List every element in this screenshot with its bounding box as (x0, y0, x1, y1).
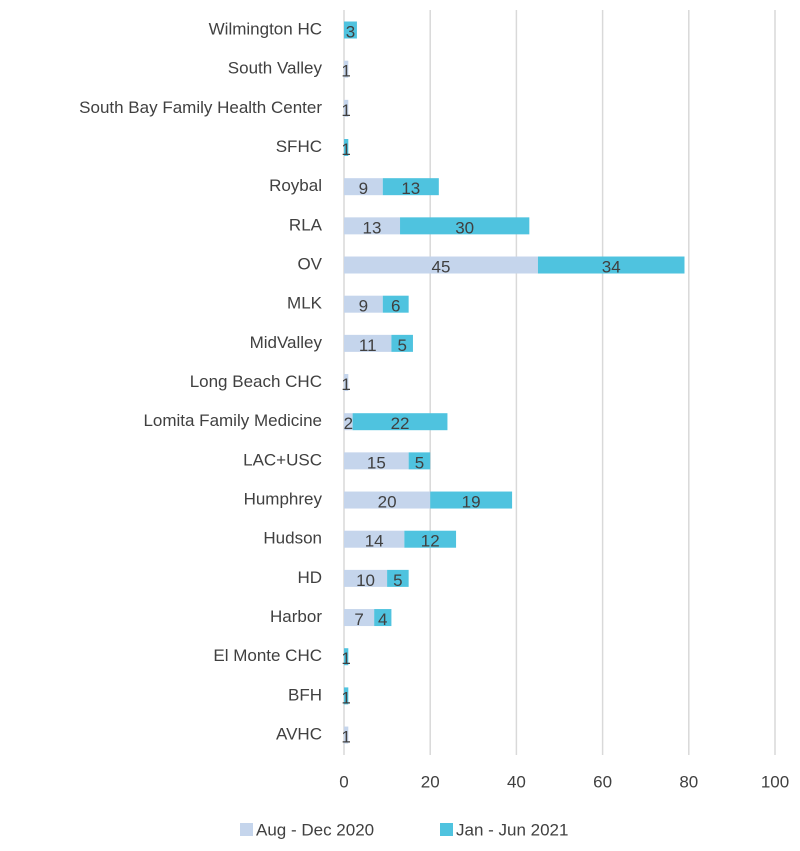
bar (537, 256, 685, 274)
bar (344, 178, 383, 196)
data-label: 10 (356, 571, 375, 590)
y-tick-label: Harbor (270, 607, 322, 626)
y-tick-label: Roybal (269, 176, 322, 195)
data-label: 5 (415, 453, 424, 472)
y-tick-label: OV (297, 255, 322, 274)
bar (344, 99, 349, 117)
bar (352, 413, 448, 431)
data-label: 1 (341, 688, 350, 707)
data-label: 1 (341, 101, 350, 120)
y-tick-label: South Valley (228, 59, 323, 78)
data-label: 9 (359, 297, 368, 316)
data-label: 15 (367, 453, 386, 472)
y-tick-label: Long Beach CHC (190, 372, 322, 391)
bar (430, 491, 513, 509)
bar (408, 452, 431, 470)
bar (344, 609, 375, 627)
data-label: 1 (341, 728, 350, 747)
bar (404, 530, 457, 548)
data-label: 11 (359, 336, 377, 355)
data-label: 9 (359, 179, 368, 198)
bar (400, 217, 530, 235)
data-label: 13 (401, 179, 420, 198)
y-tick-label: Humphrey (244, 490, 323, 509)
x-tick-label: 100 (761, 772, 789, 791)
y-tick-label: Lomita Family Medicine (143, 411, 322, 430)
y-tick-label: BFH (288, 685, 322, 704)
data-label: 22 (391, 414, 410, 433)
bar (382, 295, 409, 313)
bar (344, 648, 349, 666)
y-tick-label: LAC+USC (243, 450, 322, 469)
bar (344, 60, 349, 78)
bar (344, 569, 388, 587)
bar (374, 609, 392, 627)
legend-label: Aug - Dec 2020 (256, 820, 374, 839)
bar (344, 256, 538, 274)
data-label: 6 (391, 297, 400, 316)
x-tick-label: 80 (679, 772, 698, 791)
y-tick-label: RLA (289, 215, 323, 234)
bar (344, 139, 349, 157)
legend-swatch (240, 823, 253, 836)
bar (344, 334, 392, 352)
bar (344, 687, 349, 705)
data-label: 14 (365, 532, 384, 551)
data-label: 5 (393, 571, 402, 590)
data-label: 4 (378, 610, 387, 629)
bar (344, 530, 405, 548)
legend-label: Jan - Jun 2021 (456, 820, 568, 839)
x-tick-label: 0 (339, 772, 348, 791)
data-label: 12 (421, 532, 440, 551)
y-tick-label: MidValley (250, 333, 323, 352)
bar (344, 374, 349, 392)
data-label: 1 (341, 649, 350, 668)
x-tick-label: 20 (421, 772, 440, 791)
bar (391, 334, 413, 352)
bar (387, 569, 409, 587)
y-tick-label: AVHC (276, 725, 322, 744)
bar (344, 21, 357, 39)
bar (344, 452, 409, 470)
y-tick-label: HD (297, 568, 322, 587)
data-label: 45 (432, 258, 451, 277)
data-label: 13 (363, 218, 382, 237)
data-label: 1 (341, 375, 350, 394)
bar (344, 491, 431, 509)
x-tick-label: 40 (507, 772, 526, 791)
data-label: 1 (341, 140, 350, 159)
data-label: 19 (462, 493, 481, 512)
y-tick-label: Wilmington HC (209, 19, 322, 38)
y-tick-label: South Bay Family Health Center (79, 98, 322, 117)
x-tick-label: 60 (593, 772, 612, 791)
bar (344, 726, 349, 744)
y-tick-label: Hudson (263, 529, 322, 548)
bar (382, 178, 439, 196)
y-tick-label: SFHC (276, 137, 322, 156)
data-label: 3 (346, 22, 355, 41)
data-label: 5 (397, 336, 406, 355)
data-label: 1 (341, 62, 350, 81)
data-label: 20 (378, 493, 397, 512)
bar (344, 217, 401, 235)
bar (344, 413, 353, 431)
data-label: 30 (455, 218, 474, 237)
legend-swatch (440, 823, 453, 836)
data-label: 34 (602, 258, 621, 277)
y-tick-label: El Monte CHC (213, 646, 322, 665)
data-label: 7 (354, 610, 363, 629)
bar (344, 295, 383, 313)
y-tick-label: MLK (287, 294, 323, 313)
data-label: 2 (344, 414, 353, 433)
